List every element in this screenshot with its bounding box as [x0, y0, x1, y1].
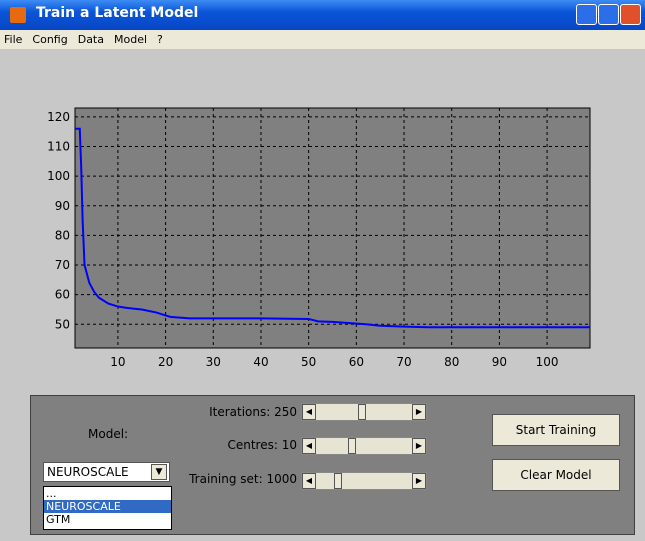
- x-tick-label: 70: [396, 355, 411, 369]
- y-tick-label: 120: [47, 110, 70, 124]
- model-dropdown[interactable]: NEUROSCALE ▼: [43, 462, 170, 482]
- y-tick-label: 70: [55, 258, 70, 272]
- dropdown-value: NEUROSCALE: [47, 465, 129, 479]
- x-tick-label: 90: [492, 355, 507, 369]
- iterations-slider[interactable]: ◀▶: [301, 403, 427, 421]
- centres-slider[interactable]: ◀▶: [301, 437, 427, 455]
- y-tick-label: 50: [55, 317, 70, 331]
- training-set-label: Training set: 1000: [189, 472, 297, 486]
- chart: 50 60 70 80 90 100 110 120 10 20 30 40 50 60 70 80 90 100: [0, 0, 645, 390]
- x-tick-label: 80: [444, 355, 459, 369]
- dropdown-option[interactable]: NEUROSCALE: [44, 500, 171, 513]
- dropdown-option[interactable]: ...: [44, 487, 171, 500]
- model-label: Model:: [88, 427, 128, 441]
- x-tick-label: 60: [349, 355, 364, 369]
- clear-model-button[interactable]: Clear Model: [492, 459, 620, 491]
- x-tick-label: 10: [110, 355, 125, 369]
- dropdown-arrow[interactable]: ▼: [151, 464, 167, 480]
- x-tick-label: 100: [536, 355, 559, 369]
- x-tick-label: 30: [206, 355, 221, 369]
- y-tick-label: 110: [47, 140, 70, 154]
- centres-label: Centres: 10: [227, 438, 297, 452]
- y-tick-label: 100: [47, 169, 70, 183]
- x-tick-label: 40: [253, 355, 268, 369]
- window: Train a Latent Model FileConfigDataModel…: [0, 0, 645, 541]
- y-tick-label: 80: [55, 228, 70, 242]
- start-training-button[interactable]: Start Training: [492, 414, 620, 446]
- y-tick-label: 90: [55, 199, 70, 213]
- x-tick-label: 20: [158, 355, 173, 369]
- training-set-slider[interactable]: ◀▶: [301, 472, 427, 490]
- x-tick-label: 50: [301, 355, 316, 369]
- dropdown-option[interactable]: GTM: [44, 513, 171, 526]
- y-tick-label: 60: [55, 288, 70, 302]
- iterations-label: Iterations: 250: [209, 405, 297, 419]
